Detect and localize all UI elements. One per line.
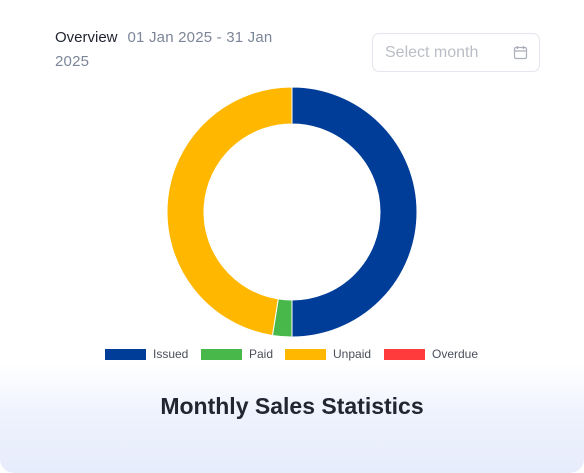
chart-title: Monthly Sales Statistics [160,393,424,419]
legend-item-paid[interactable]: Paid [201,346,273,362]
donut-slice-unpaid[interactable] [166,86,293,337]
legend-swatch [285,348,326,360]
legend-swatch [201,348,242,360]
chart-legend: Issued Paid Unpaid Overdue [0,346,584,362]
month-input[interactable] [373,34,515,71]
month-select[interactable] [372,33,540,72]
legend-label: Issued [153,347,189,361]
header: Overview 01 Jan 2025 - 31 Jan 2025 [55,26,300,74]
donut-slice-issued[interactable] [291,86,418,338]
legend-item-overdue[interactable]: Overdue [384,346,478,362]
legend-swatch [105,348,146,360]
legend-swatch [384,348,425,360]
legend-label: Overdue [432,347,479,361]
overview-label: Overview [55,29,118,46]
calendar-icon[interactable] [513,45,528,60]
date-range: 01 Jan 2025 - 31 Jan 2025 [55,29,273,70]
legend-item-issued[interactable]: Issued [105,346,188,362]
legend-label: Unpaid [333,347,372,361]
legend-item-unpaid[interactable]: Unpaid [285,346,371,362]
legend-label: Paid [249,347,274,361]
